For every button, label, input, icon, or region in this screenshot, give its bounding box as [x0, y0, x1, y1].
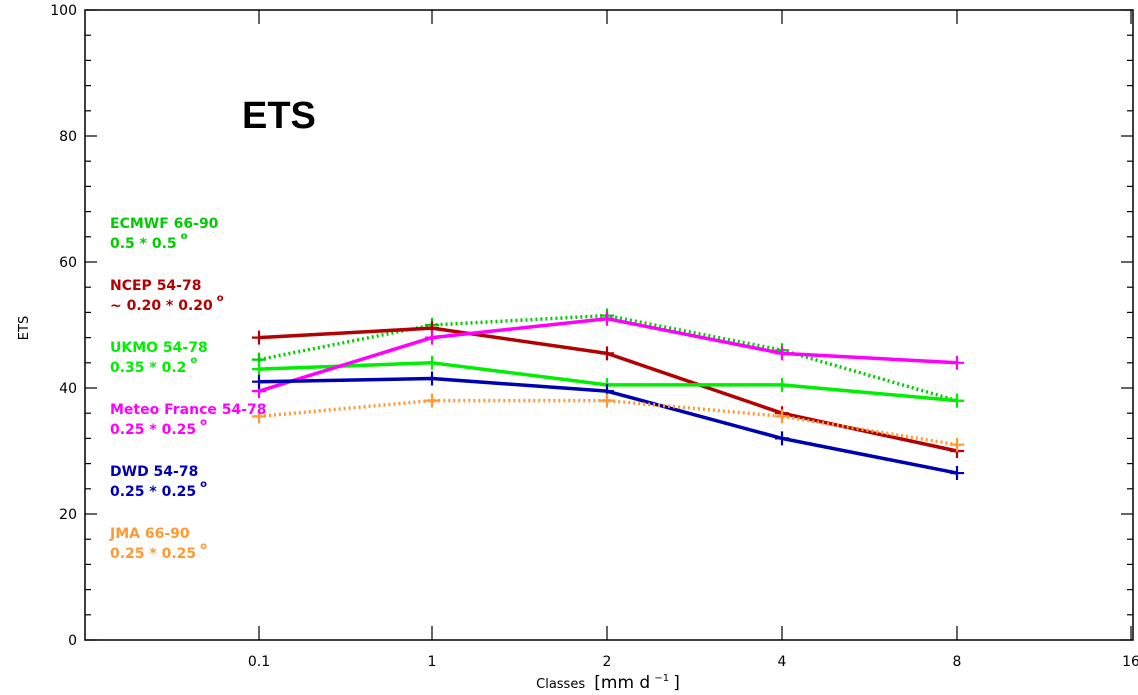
data-point-marker [775, 409, 789, 424]
legend-entry: UKMO 54-780.35 * 0.2 o [110, 340, 208, 376]
data-point-marker [950, 393, 964, 408]
legend: ECMWF 66-900.5 * 0.5 o NCEP 54-78~ 0.20 * … [109, 216, 267, 562]
series-line [258, 398, 958, 447]
y-tick-label: 80 [59, 129, 77, 145]
y-axis: 0 20 40 60 80 100 [50, 3, 1133, 649]
data-point-marker [425, 393, 439, 408]
x-axis: 0.1 1 2 4 8 16 [248, 10, 1138, 670]
x-tick-label: 1 [428, 654, 437, 670]
y-tick-label: 0 [68, 633, 77, 649]
legend-series-name: UKMO 54-78 [110, 340, 208, 356]
data-point-marker [775, 377, 789, 392]
legend-series-resolution: 0.5 * 0.5 o [110, 231, 188, 252]
data-point-marker [600, 346, 614, 361]
x-axis-unit-close: ] [673, 673, 680, 693]
y-tick-label: 20 [59, 507, 77, 523]
y-axis-title: ETS [17, 316, 32, 340]
legend-series-resolution: 0.35 * 0.2 o [110, 355, 197, 376]
x-tick-label: 2 [603, 654, 612, 670]
data-point-marker [775, 346, 789, 361]
data-point-marker [950, 355, 964, 370]
chart-title: ETS [242, 95, 316, 137]
plot-frame [84, 9, 1134, 641]
x-tick-label: 16 [1122, 654, 1138, 670]
legend-series-resolution: 0.25 * 0.25 o [110, 541, 207, 562]
legend-series-name: NCEP 54-78 [110, 278, 201, 294]
data-point-marker [425, 330, 439, 345]
legend-series-name: Meteo France 54-78 [110, 402, 267, 418]
data-point-marker [425, 355, 439, 370]
x-axis-unit-open: [mm d [594, 673, 650, 693]
legend-series-name: DWD 54-78 [110, 464, 198, 480]
data-point-marker [252, 374, 266, 389]
legend-entry: ECMWF 66-900.5 * 0.5 o [110, 216, 219, 252]
legend-entry: Meteo France 54-780.25 * 0.25 o [110, 402, 267, 438]
data-point-marker [600, 393, 614, 408]
x-axis-unit-exponent: −1 [654, 673, 669, 684]
data-point-marker [252, 409, 266, 424]
data-point-marker [252, 330, 266, 345]
legend-degree-mark: o [181, 231, 188, 242]
legend-degree-mark: o [200, 479, 207, 490]
y-tick-label: 40 [59, 381, 77, 397]
legend-entry: NCEP 54-78~ 0.20 * 0.20 o [110, 278, 224, 314]
x-axis-title: Classes [mm d −1 ] [536, 670, 680, 693]
legend-series-resolution: 0.25 * 0.25 o [110, 479, 207, 500]
x-tick-label: 0.1 [248, 654, 270, 670]
legend-series-name: JMA 66-90 [109, 526, 190, 542]
legend-degree-mark: o [200, 417, 207, 428]
legend-entry: JMA 66-900.25 * 0.25 o [109, 526, 207, 562]
series-5 [252, 393, 964, 452]
legend-series-name: ECMWF 66-90 [110, 216, 219, 232]
legend-degree-mark: o [217, 293, 224, 304]
y-tick-label: 100 [50, 3, 77, 19]
legend-degree-mark: o [190, 355, 197, 366]
series-layer [252, 308, 964, 481]
data-point-marker [950, 466, 964, 481]
data-point-marker [775, 431, 789, 446]
data-point-marker [252, 362, 266, 377]
series-4 [252, 371, 964, 481]
series-3 [252, 311, 964, 399]
x-tick-label: 4 [778, 654, 787, 670]
x-axis-title-text: Classes [536, 677, 585, 692]
legend-series-resolution: ~ 0.20 * 0.20 o [110, 293, 224, 314]
legend-series-resolution: 0.25 * 0.25 o [110, 417, 207, 438]
data-point-marker [425, 371, 439, 386]
data-point-marker [600, 311, 614, 326]
legend-degree-mark: o [200, 541, 207, 552]
x-tick-label: 8 [953, 654, 962, 670]
data-point-marker [950, 437, 964, 452]
y-tick-label: 60 [59, 255, 77, 271]
legend-entry: DWD 54-780.25 * 0.25 o [110, 464, 207, 500]
